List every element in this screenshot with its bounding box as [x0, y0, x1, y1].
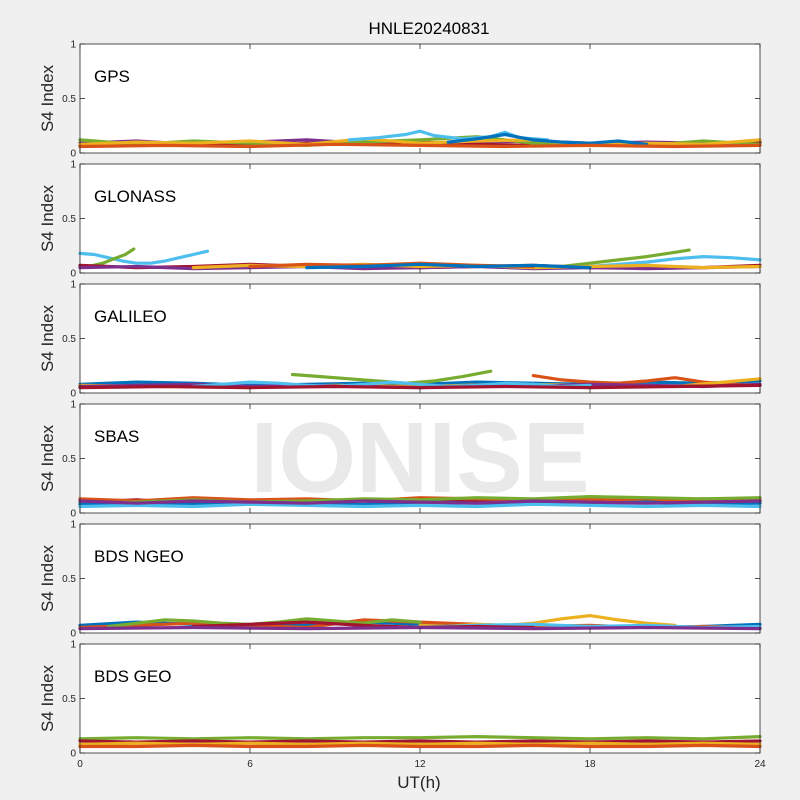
series-line-3 — [78, 743, 762, 749]
watermark-text: IONISE — [251, 402, 590, 514]
y-tick-label: 0 — [70, 269, 76, 280]
series-line-5 — [191, 380, 592, 389]
y-axis-title: S4 Index — [38, 304, 57, 372]
y-tick-label: 1 — [70, 640, 76, 651]
y-tick-label: 1 — [70, 520, 76, 531]
y-tick-label: 1 — [70, 400, 76, 411]
x-tick-label: 0 — [77, 759, 83, 770]
y-tick-label: 0.5 — [62, 94, 76, 105]
panel-series — [78, 369, 762, 390]
y-tick-label: 1 — [70, 280, 76, 291]
panel-4: 0 0.5 1 BDS NGEO S4 Index — [38, 520, 762, 640]
x-axis-title: UT(h) — [397, 773, 440, 792]
panel-label: GLONASS — [94, 187, 176, 206]
y-tick-label: 0 — [70, 389, 76, 400]
series-line-1 — [86, 247, 136, 269]
series-line-4 — [78, 502, 762, 509]
y-axis-title: S4 Index — [38, 664, 57, 732]
y-axis-title: S4 Index — [38, 424, 57, 492]
panel-series — [78, 129, 762, 149]
panel-1: 0 0.5 1 GLONASS S4 Index — [38, 160, 762, 280]
x-tick-label: 18 — [584, 759, 596, 770]
panel-background — [80, 644, 760, 753]
chart-title: HNLE20240831 — [369, 19, 490, 38]
panel-series — [78, 614, 762, 631]
y-tick-label: 1 — [70, 40, 76, 51]
panel-5: 0 0.5 1 BDS GEO S4 Index — [38, 640, 762, 760]
panel-background — [80, 524, 760, 633]
series-line-2 — [588, 255, 762, 269]
x-tick-label: 6 — [247, 759, 253, 770]
panel-background — [80, 404, 760, 513]
series-line-6 — [78, 383, 762, 390]
series-line-5 — [78, 499, 762, 505]
y-tick-label: 0.5 — [62, 694, 76, 705]
x-axis-ticks: 0 6 12 18 24 — [77, 759, 766, 770]
y-tick-label: 0 — [70, 509, 76, 520]
y-tick-label: 1 — [70, 160, 76, 171]
panel-background — [80, 44, 760, 153]
series-line-6 — [78, 625, 762, 631]
y-tick-label: 0.5 — [62, 334, 76, 345]
x-tick-label: 12 — [414, 759, 426, 770]
panel-label: GPS — [94, 67, 130, 86]
y-axis-title: S4 Index — [38, 184, 57, 252]
series-line-8 — [305, 262, 592, 270]
panel-label: SBAS — [94, 427, 139, 446]
series-line-0 — [78, 249, 210, 265]
y-tick-label: 0.5 — [62, 454, 76, 465]
series-line-6 — [78, 142, 762, 149]
y-axis-title: S4 Index — [38, 544, 57, 612]
panel-series — [78, 247, 762, 271]
panel-label: BDS GEO — [94, 667, 171, 686]
y-tick-label: 0 — [70, 749, 76, 760]
panels: 0 0.5 1 GPS S4 Index 0 0.5 1 GLONASS S4 Index 0 0.5… — [38, 40, 762, 760]
panel-label: BDS NGEO — [94, 547, 184, 566]
panel-label: GALILEO — [94, 307, 167, 326]
panel-background — [80, 284, 760, 393]
y-tick-label: 0 — [70, 629, 76, 640]
panel-0: 0 0.5 1 GPS S4 Index — [38, 40, 762, 160]
x-tick-label: 24 — [754, 759, 766, 770]
series-line-0 — [78, 735, 762, 741]
panel-3: 0 0.5 1 SBAS S4 Index — [38, 400, 762, 520]
y-tick-label: 0.5 — [62, 574, 76, 585]
panel-series — [78, 735, 762, 749]
panel-series — [78, 495, 762, 509]
series-line-5 — [446, 132, 649, 146]
panel-2: 0 0.5 1 GALILEO S4 Index — [38, 280, 762, 400]
y-tick-label: 0 — [70, 149, 76, 160]
y-tick-label: 0.5 — [62, 214, 76, 225]
series-line-1 — [78, 739, 762, 744]
series-line-3 — [560, 248, 691, 269]
y-axis-title: S4 Index — [38, 64, 57, 132]
